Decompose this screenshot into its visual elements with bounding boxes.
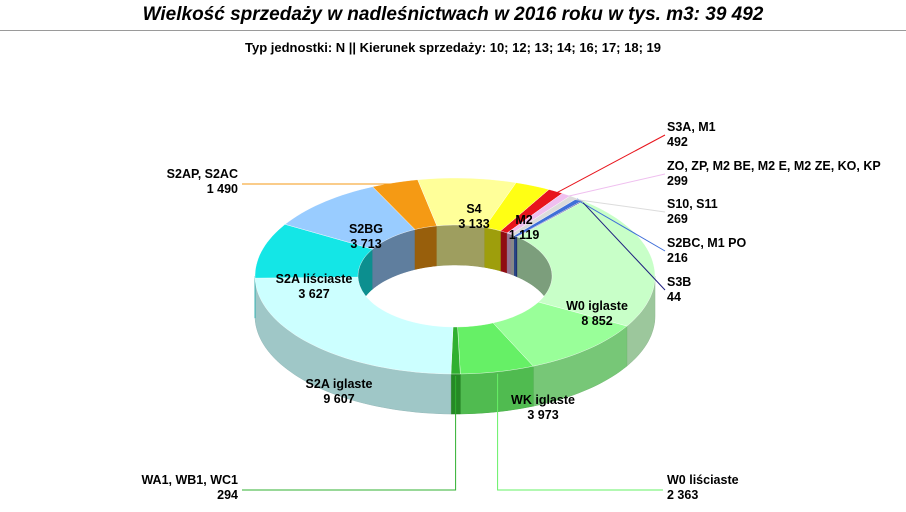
leader-line-w0-li-ciaste xyxy=(497,373,663,491)
data-value-w0-li-ciaste: 2 363 xyxy=(667,488,698,502)
data-label-m2: M2 xyxy=(515,213,532,227)
data-label-s2a-iglaste: S2A iglaste xyxy=(306,377,373,391)
data-label-wa1-wb1-wc1: WA1, WB1, WC1 xyxy=(141,473,238,487)
leader-line-s3a-m1 xyxy=(555,134,666,194)
data-value-s4: 3 133 xyxy=(458,217,489,231)
data-value-wa1-wb1-wc1: 294 xyxy=(217,488,238,502)
data-value-s2a-iglaste: 9 607 xyxy=(323,392,354,406)
data-value-s2bc-m1-po: 216 xyxy=(667,251,688,265)
data-label-s2bg: S2BG xyxy=(349,222,383,236)
data-label-s4: S4 xyxy=(466,202,481,216)
chart-subtitle: Typ jednostki: N || Kierunek sprzedaży: … xyxy=(245,40,661,55)
data-label-w0-li-ciaste: W0 liściaste xyxy=(667,473,739,487)
data-label-s3a-m1: S3A, M1 xyxy=(667,120,716,134)
data-value-zo-zp-m2-be-m2-e-m2-ze-ko-kp: 299 xyxy=(667,174,688,188)
leader-line-s2bc-m1-po xyxy=(579,201,666,252)
data-value-s10-s11: 269 xyxy=(667,212,688,226)
data-label-s2bc-m1-po: S2BC, M1 PO xyxy=(667,236,746,250)
data-value-m2: 1 119 xyxy=(509,228,540,242)
leader-line-s2ap-s2ac xyxy=(242,183,396,185)
data-label-s2ap-s2ac: S2AP, S2AC xyxy=(167,167,238,181)
leader-line-s3b xyxy=(582,202,666,291)
data-label-wk-iglaste: WK iglaste xyxy=(511,393,575,407)
data-value-s2bg: 3 713 xyxy=(350,237,381,251)
leader-line-s10-s11 xyxy=(573,198,666,213)
data-value-s2a-li-ciaste: 3 627 xyxy=(298,287,329,301)
slice-m2 xyxy=(484,182,550,232)
leader-line-zo-zp-m2-be-m2-e-m2-ze-ko-kp xyxy=(566,173,666,198)
slice-inner-m2 xyxy=(484,227,501,272)
leader-line-wa1-wb1-wc1 xyxy=(242,376,457,491)
data-value-s2ap-s2ac: 1 490 xyxy=(207,182,238,196)
slice-inner-s2ap-s2ac xyxy=(414,225,438,270)
data-value-s3b: 44 xyxy=(667,290,681,304)
data-value-w0-iglaste: 8 852 xyxy=(581,314,612,328)
data-label-s3b: S3B xyxy=(667,275,691,289)
title-divider xyxy=(0,30,906,31)
data-value-s3a-m1: 492 xyxy=(667,135,688,149)
chart-title: Wielkość sprzedaży w nadleśnictwach w 20… xyxy=(142,4,764,25)
data-value-wk-iglaste: 3 973 xyxy=(527,408,558,422)
data-label-w0-iglaste: W0 iglaste xyxy=(566,299,628,313)
data-label-zo-zp-m2-be-m2-e-m2-ze-ko-kp: ZO, ZP, M2 BE, M2 E, M2 ZE, KO, KP xyxy=(667,159,881,173)
slice-inner-s4 xyxy=(436,224,485,268)
slice-inner-s3a-m1 xyxy=(500,230,508,274)
data-label-s10-s11: S10, S11 xyxy=(667,197,718,211)
data-label-s2a-li-ciaste: S2A liściaste xyxy=(276,272,353,286)
